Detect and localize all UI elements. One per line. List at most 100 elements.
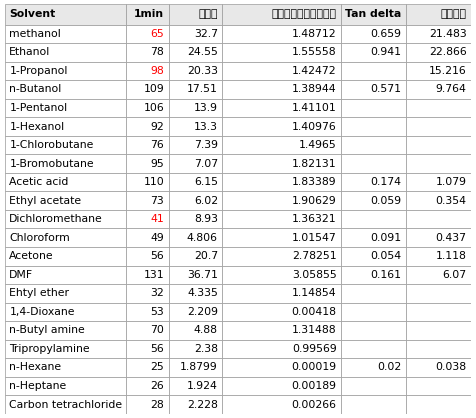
Bar (126, 284, 169, 303)
Bar (126, 62, 169, 80)
Text: 1.924: 1.924 (187, 381, 218, 391)
Bar (126, 25, 169, 43)
Bar (169, 154, 222, 173)
Text: 24.55: 24.55 (187, 47, 218, 57)
Text: ダイポールモーメント: ダイポールモーメント (272, 10, 337, 19)
Bar (222, 136, 341, 154)
Bar (169, 117, 222, 136)
Bar (341, 229, 406, 247)
Text: 15.216: 15.216 (429, 66, 466, 76)
Text: 0.00019: 0.00019 (291, 362, 337, 372)
Text: Dichloromethane: Dichloromethane (10, 214, 103, 224)
Bar (126, 4, 169, 25)
Bar (5, 191, 126, 210)
Bar (222, 229, 341, 247)
Bar (222, 303, 341, 321)
Bar (341, 358, 406, 377)
Bar (406, 80, 471, 99)
Text: 106: 106 (143, 103, 164, 113)
Text: 56: 56 (150, 344, 164, 354)
Text: 73: 73 (150, 196, 164, 206)
Bar (5, 247, 126, 265)
Text: 76: 76 (150, 140, 164, 150)
Text: 1.31488: 1.31488 (292, 326, 337, 335)
Bar (126, 321, 169, 340)
Bar (406, 210, 471, 229)
Bar (222, 154, 341, 173)
Bar (222, 4, 341, 25)
Text: 131: 131 (144, 270, 164, 280)
Bar (5, 303, 126, 321)
Text: 13.3: 13.3 (194, 122, 218, 132)
Bar (169, 321, 222, 340)
Text: 4.335: 4.335 (187, 288, 218, 298)
Text: 36.71: 36.71 (187, 270, 218, 280)
Bar (5, 229, 126, 247)
Text: 20.7: 20.7 (194, 251, 218, 261)
Bar (126, 80, 169, 99)
Bar (341, 173, 406, 191)
Bar (5, 43, 126, 62)
Bar (169, 25, 222, 43)
Text: methanol: methanol (10, 29, 61, 39)
Text: 0.054: 0.054 (371, 251, 402, 261)
Bar (169, 191, 222, 210)
Bar (126, 210, 169, 229)
Bar (406, 191, 471, 210)
Bar (406, 303, 471, 321)
Bar (169, 210, 222, 229)
Text: n-Butanol: n-Butanol (10, 84, 61, 94)
Text: 1-Propanol: 1-Propanol (10, 66, 68, 76)
Bar (169, 80, 222, 99)
Text: 56: 56 (150, 251, 164, 261)
Bar (341, 43, 406, 62)
Bar (341, 4, 406, 25)
Text: 1.36321: 1.36321 (292, 214, 337, 224)
Text: 誘電損失: 誘電損失 (441, 10, 466, 19)
Text: 2.38: 2.38 (194, 344, 218, 354)
Text: 4.88: 4.88 (194, 326, 218, 335)
Bar (5, 154, 126, 173)
Bar (5, 358, 126, 377)
Text: 4.806: 4.806 (187, 233, 218, 243)
Text: 6.15: 6.15 (194, 177, 218, 187)
Text: 1.079: 1.079 (436, 177, 466, 187)
Text: 1.8799: 1.8799 (180, 362, 218, 372)
Text: 22.866: 22.866 (429, 47, 466, 57)
Bar (341, 191, 406, 210)
Bar (5, 173, 126, 191)
Text: Tripropylamine: Tripropylamine (10, 344, 90, 354)
Bar (341, 247, 406, 265)
Bar (341, 210, 406, 229)
Text: 0.941: 0.941 (371, 47, 402, 57)
Text: 1.38944: 1.38944 (292, 84, 337, 94)
Bar (5, 265, 126, 284)
Bar (222, 25, 341, 43)
Bar (406, 136, 471, 154)
Bar (222, 247, 341, 265)
Bar (406, 117, 471, 136)
Text: 109: 109 (143, 84, 164, 94)
Text: 8.93: 8.93 (194, 214, 218, 224)
Text: 0.00189: 0.00189 (292, 381, 337, 391)
Text: Tan delta: Tan delta (346, 10, 402, 19)
Bar (5, 117, 126, 136)
Text: 1.90629: 1.90629 (292, 196, 337, 206)
Bar (222, 340, 341, 358)
Text: 1min: 1min (134, 10, 164, 19)
Bar (406, 284, 471, 303)
Text: 2.209: 2.209 (187, 307, 218, 317)
Bar (406, 229, 471, 247)
Bar (169, 303, 222, 321)
Text: 28: 28 (150, 400, 164, 410)
Text: 6.07: 6.07 (443, 270, 466, 280)
Text: Ethyl acetate: Ethyl acetate (10, 196, 81, 206)
Bar (406, 173, 471, 191)
Text: 26: 26 (150, 381, 164, 391)
Bar (169, 229, 222, 247)
Text: n-Heptane: n-Heptane (10, 381, 67, 391)
Bar (169, 358, 222, 377)
Text: 49: 49 (150, 233, 164, 243)
Bar (222, 210, 341, 229)
Text: 110: 110 (143, 177, 164, 187)
